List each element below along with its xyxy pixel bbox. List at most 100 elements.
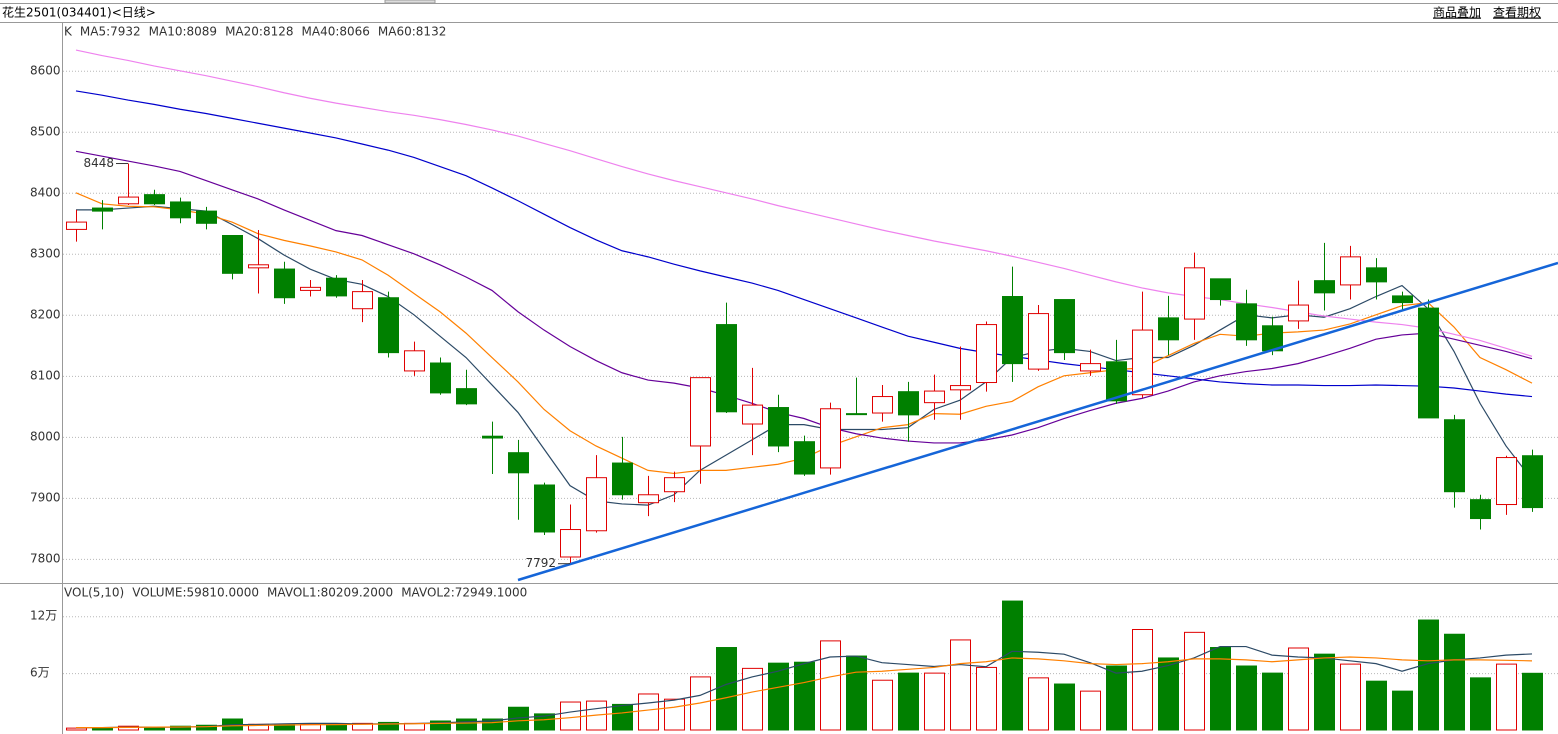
candle-body: [1210, 278, 1231, 301]
candle-body: [1470, 499, 1491, 520]
candle-body: [326, 277, 347, 297]
ma-line: [76, 656, 1533, 729]
candle-body: [430, 362, 451, 394]
volume-bar: [456, 718, 477, 731]
candle-body: [1028, 313, 1049, 370]
volume-bar: [196, 724, 217, 731]
candle-body: [872, 396, 893, 414]
volume-bar: [872, 679, 893, 731]
volume-bar: [1210, 647, 1231, 731]
candle-body: [820, 408, 841, 469]
volume-bar: [560, 701, 581, 731]
y-tick-label: 8100: [30, 368, 61, 382]
volume-bar: [612, 703, 633, 731]
candle-body: [1158, 317, 1179, 341]
low-label: 7792: [525, 556, 556, 570]
volume-bar: [1444, 633, 1465, 731]
legend-entry: MA60:8132: [378, 25, 446, 39]
volume-bar: [482, 718, 503, 731]
volume-bar: [1288, 647, 1309, 731]
candle-body: [300, 286, 321, 291]
candle-body: [690, 377, 711, 447]
candle-body: [482, 435, 503, 439]
header-title: 花生2501(034401)<日线>: [2, 5, 156, 20]
legend-entry: MAVOL1:80209.2000: [267, 586, 393, 600]
volume-bar: [66, 727, 87, 731]
candle-body: [1054, 299, 1075, 354]
candle-body: [1184, 267, 1205, 320]
candle-body: [144, 194, 165, 205]
candle-body: [742, 404, 763, 425]
candle-body: [196, 210, 217, 224]
candle-body: [378, 297, 399, 354]
candle-body: [768, 407, 789, 447]
candle-body: [1002, 296, 1023, 365]
volume-bar: [664, 698, 685, 731]
overlay-button[interactable]: 商品叠加: [1433, 5, 1481, 20]
candle-body: [560, 529, 581, 558]
volume-bar: [534, 713, 555, 731]
y-tick-label: 8600: [30, 63, 61, 77]
volume-bar: [638, 693, 659, 731]
y-tick-label: 8000: [30, 429, 61, 443]
candle-body: [248, 264, 269, 269]
volume-bar: [1496, 663, 1517, 731]
legend-entry: VOL(5,10): [64, 586, 124, 600]
volume-bar: [1340, 663, 1361, 731]
volume-bar: [170, 725, 191, 731]
volume-bar: [1002, 600, 1023, 731]
volume-bar: [1314, 653, 1335, 731]
volume-bar: [1522, 672, 1543, 731]
legend-entry: K: [64, 25, 73, 39]
candle-body: [1522, 455, 1543, 509]
volume-bar: [1184, 631, 1205, 731]
candle-body: [534, 484, 555, 533]
volume-bar: [1054, 683, 1075, 731]
tab: [384, 0, 436, 4]
volume-bar: [1106, 665, 1127, 731]
volume-bar: [118, 725, 139, 731]
volume-bar: [898, 672, 919, 731]
candle-body: [1106, 361, 1127, 402]
candle-body: [976, 324, 997, 384]
volume-bar: [976, 666, 997, 731]
candle-body: [1418, 307, 1439, 419]
volume-bar: [1366, 680, 1387, 731]
candle-body: [222, 235, 243, 274]
y-tick-label: 6万: [30, 666, 50, 680]
volume-bar: [924, 672, 945, 731]
volume-bar: [1236, 665, 1257, 731]
candle-body: [846, 413, 867, 416]
legend-entry: MA10:8089: [149, 25, 217, 39]
y-tick-label: 8400: [30, 185, 61, 199]
options-button[interactable]: 查看期权: [1493, 6, 1541, 20]
volume-bar: [378, 721, 399, 731]
candle-body: [1392, 295, 1413, 304]
candle-body: [716, 324, 737, 413]
candle-body: [352, 291, 373, 310]
candle-body: [274, 268, 295, 299]
volume-bar: [716, 647, 737, 731]
y-tick-label: 8500: [30, 124, 61, 138]
legend-entry: VOLUME:59810.0000: [132, 586, 259, 600]
candle-body: [92, 207, 113, 212]
volume-bar: [820, 640, 841, 731]
ma-line: [75, 90, 1533, 398]
y-tick-label: 7800: [30, 551, 61, 565]
candle-body: [664, 477, 685, 493]
y-tick-label: 7900: [30, 490, 61, 504]
volume-bar: [1470, 677, 1491, 731]
candle-body: [404, 350, 425, 372]
volume-bar: [352, 722, 373, 731]
candle-body: [1496, 457, 1517, 506]
candle-body: [170, 201, 191, 219]
ma-line: [75, 150, 1533, 444]
candle-body: [638, 494, 659, 504]
candle-body: [1340, 256, 1361, 286]
candle-body: [794, 441, 815, 475]
legend-entry: MA5:7932: [80, 25, 141, 39]
legend-entry: MA40:8066: [302, 25, 370, 39]
